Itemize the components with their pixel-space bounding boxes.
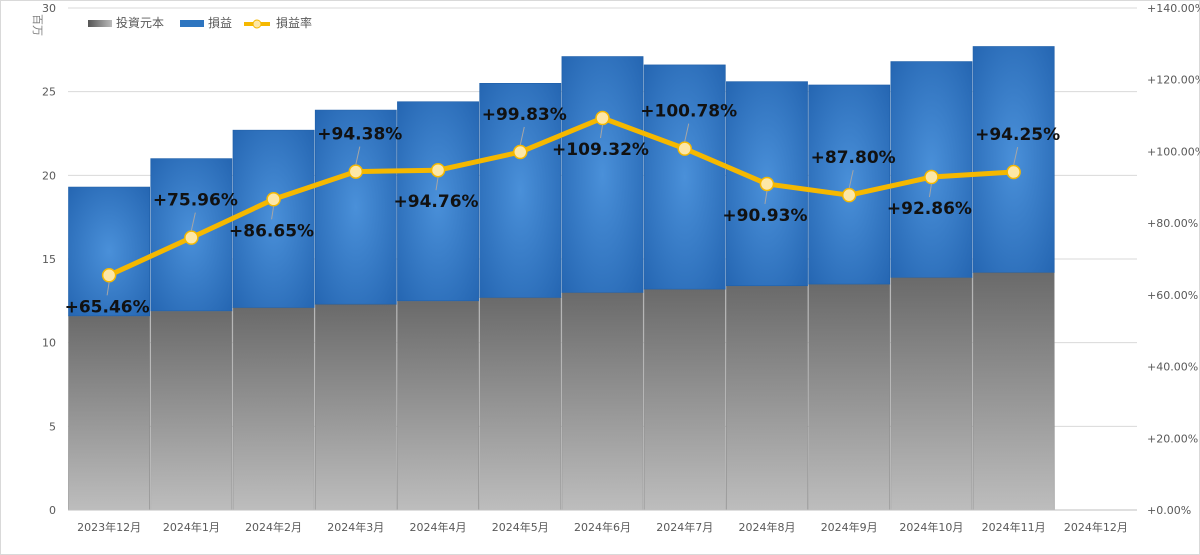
data-label-leader [271, 206, 275, 220]
bar-profit [68, 186, 151, 317]
line-point [759, 176, 775, 192]
bar-principal [150, 310, 233, 511]
data-label: +94.25% [975, 125, 1060, 145]
data-label: +65.46% [65, 297, 150, 317]
data-label-leader [106, 282, 110, 296]
y-left-tick-label: 15 [42, 253, 56, 266]
legend-label-principal: 投資元本 [116, 15, 164, 30]
bar-principal [68, 315, 151, 511]
line-point [1006, 164, 1021, 180]
bar-principal [561, 292, 644, 511]
legend-label-rate: 損益率 [276, 15, 312, 30]
data-label: +92.86% [887, 199, 972, 219]
data-label: +90.93% [722, 206, 807, 226]
y-left-tick-label: 25 [42, 86, 56, 99]
bar-principal [397, 300, 479, 511]
data-label-leader [519, 126, 525, 146]
x-tick-label: 2024年2月 [245, 520, 302, 534]
line-point [924, 169, 939, 185]
line-point [430, 162, 446, 178]
line-point [841, 187, 857, 203]
y-left-tick-label: 20 [42, 169, 56, 182]
bar-profit [232, 129, 315, 308]
line-point [677, 141, 692, 156]
x-tick-label: 2024年10月 [899, 520, 963, 534]
data-label-leader [928, 183, 932, 198]
legend-label-profit: 損益 [208, 15, 232, 30]
x-tick-label: 2024年7月 [656, 520, 713, 534]
line-point [348, 164, 364, 179]
x-tick-label: 2024年3月 [327, 520, 384, 534]
bar-principal [643, 288, 726, 511]
data-label-leader [190, 212, 196, 231]
bar-principal [890, 277, 973, 511]
data-label-leader [848, 170, 854, 189]
legend-swatch-profit [180, 20, 204, 27]
bar-principal [808, 283, 891, 511]
x-tick-label: 2024年9月 [821, 520, 878, 534]
bar-profit [890, 61, 973, 278]
y-right-tick-label: +60.00% [1147, 289, 1198, 302]
x-tick-label: 2024年6月 [574, 520, 631, 534]
y-right-tick-label: +20.00% [1147, 432, 1198, 445]
y-left-tick-label: 10 [42, 337, 56, 350]
y-left-tick-label: 30 [42, 2, 56, 15]
x-tick-label: 2024年8月 [738, 520, 795, 534]
line-point [266, 192, 281, 207]
x-tick-label: 2024年11月 [982, 520, 1046, 534]
y-right-tick-label: +140.00% [1147, 2, 1200, 15]
x-tick-label: 2024年12月 [1064, 520, 1128, 534]
y-right-tick-label: +100.00% [1147, 145, 1200, 158]
bar-principal [479, 297, 562, 511]
bar-profit [314, 109, 397, 305]
line-point [595, 110, 610, 126]
x-tick-label: 2023年12月 [77, 520, 141, 534]
bar-profit [479, 83, 562, 298]
data-label: +87.80% [811, 148, 896, 168]
y-left-tick-label: 5 [49, 420, 56, 433]
legend-swatch-principal [88, 20, 112, 27]
data-label: +86.65% [229, 221, 314, 241]
data-label: +109.32% [552, 140, 649, 160]
bar-profit [561, 56, 644, 293]
bar-profit [643, 64, 726, 290]
data-label-leader [355, 146, 361, 165]
data-label: +94.76% [394, 192, 479, 212]
bar-profit [808, 84, 891, 285]
legend-marker-rate [252, 19, 262, 29]
bar-principal [972, 272, 1055, 511]
data-label-leader [600, 124, 603, 139]
x-tick-label: 2024年5月 [492, 520, 549, 534]
x-tick-label: 2024年1月 [163, 520, 220, 534]
data-label: +99.83% [482, 105, 567, 125]
bar-profit [397, 101, 479, 302]
bar-profit [972, 46, 1055, 273]
data-label: +100.78% [640, 102, 737, 122]
data-label-leader [684, 123, 690, 142]
data-label-leader [435, 177, 439, 191]
y-right-tick-label: +0.00% [1147, 504, 1191, 517]
data-label: +75.96% [153, 191, 238, 211]
bar-principal [314, 303, 397, 511]
bar-principal [232, 307, 315, 511]
line-point [513, 144, 528, 160]
bar-principal [726, 285, 808, 511]
data-label-leader [1013, 146, 1019, 166]
line-rate [106, 115, 1017, 278]
line-point [101, 268, 117, 283]
data-label-leader [764, 190, 768, 205]
line-point [184, 230, 199, 245]
y-left-tick-label: 0 [49, 504, 56, 517]
y-right-tick-label: +80.00% [1147, 217, 1198, 230]
y-left-unit-label: 百万 [31, 14, 44, 36]
y-right-tick-label: +40.00% [1147, 361, 1198, 374]
data-label: +94.38% [317, 125, 402, 145]
y-right-tick-label: +120.00% [1147, 74, 1200, 87]
x-tick-label: 2024年4月 [410, 520, 467, 534]
